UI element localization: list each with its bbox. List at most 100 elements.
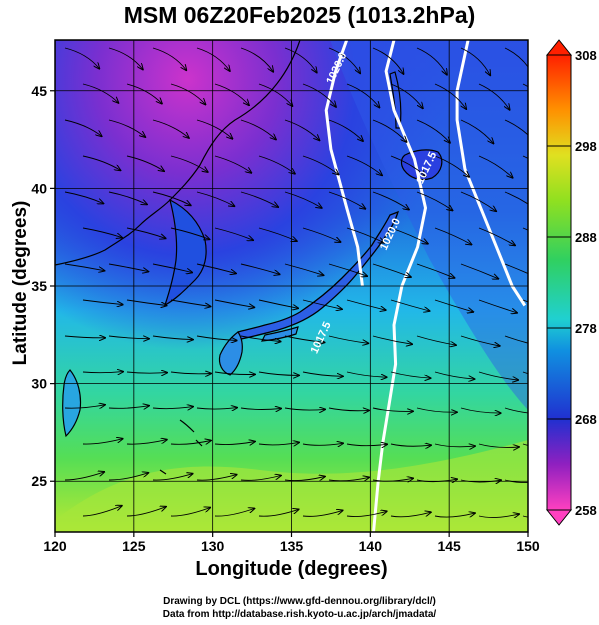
x-tick-label: 125: [122, 538, 146, 554]
wind-streamline: [522, 299, 528, 303]
y-tick-label: 40: [31, 180, 47, 196]
wind-streamline: [82, 155, 120, 170]
wind-streamline: [108, 473, 148, 481]
wind-streamline: [82, 299, 123, 305]
wind-streamline: [434, 299, 473, 312]
wind-streamline: [416, 191, 453, 210]
wind-streamline: [328, 191, 365, 209]
colorbar-bar: [546, 54, 572, 511]
wind-streamline: [522, 371, 528, 375]
colorbar-max-triangle: [545, 39, 573, 56]
wind-streamline: [522, 227, 528, 231]
x-tick-label: 140: [359, 538, 383, 554]
wind-streamline: [196, 475, 237, 481]
x-tick-label: 135: [280, 538, 304, 554]
wind-streamline: [240, 191, 278, 207]
wind-streamline: [284, 477, 325, 482]
isobar-contour-0: [324, 40, 364, 287]
wind-streamline: [504, 335, 528, 344]
colorbar-tick-label: 298: [575, 139, 597, 154]
wind-streamline: [214, 372, 255, 375]
wind-streamline: [504, 479, 528, 483]
wind-streamline: [434, 513, 475, 518]
wind-streamline: [214, 155, 251, 173]
wind-streamline: [504, 407, 528, 414]
wind-streamline: [126, 155, 164, 171]
wind-streamline: [390, 512, 431, 518]
y-axis: 25 30 35 40 45: [31, 83, 55, 489]
wind-streamline: [82, 83, 118, 103]
credit-drawing: Drawing by DCL (https://www.gfd-dennou.o…: [163, 596, 436, 607]
wind-streamline: [258, 227, 297, 241]
wind-streamline: [152, 119, 189, 138]
wind-streamline: [108, 191, 147, 204]
wind-streamline: [240, 408, 281, 409]
wind-streamline: [302, 510, 343, 517]
wind-streamline: [170, 372, 211, 374]
wind-streamline: [170, 83, 205, 104]
wind-streamline: [372, 119, 407, 142]
asia-continent-coast: [55, 40, 301, 266]
wind-streamline: [416, 263, 455, 278]
colorbar-min-triangle: [545, 509, 573, 526]
wind-streamline: [126, 83, 162, 104]
credits: Drawing by DCL (https://www.gfd-dennou.o…: [0, 595, 599, 621]
wind-streamline: [372, 407, 413, 411]
wind-streamline: [390, 299, 430, 311]
y-axis-label: Latitude (degrees): [10, 200, 31, 366]
wind-streamline: [152, 191, 191, 205]
wind-streamline: [416, 119, 450, 143]
wind-streamline: [416, 335, 456, 345]
wind-streamline: [82, 439, 123, 445]
wind-streamline: [478, 83, 510, 110]
wind-streamline: [126, 440, 167, 445]
wind-streamline: [460, 191, 496, 211]
wind-streamline: [258, 509, 299, 517]
wind-streamline: [170, 441, 211, 445]
wind-streamline: [346, 227, 384, 243]
wind-streamline: [152, 474, 193, 481]
y-tick-label: 25: [31, 473, 47, 489]
wind-streamline: [258, 442, 299, 445]
x-tick-label: 130: [201, 538, 225, 554]
x-tick-label: 145: [437, 538, 461, 554]
wind-streamline: [346, 299, 386, 310]
wind-streamline: [170, 155, 208, 172]
wind-streamline: [346, 444, 387, 446]
wind-streamline: [328, 335, 368, 343]
wind-streamline: [478, 443, 519, 447]
wind-streamline: [302, 371, 343, 376]
wind-streamline: [152, 263, 192, 273]
wind-streamline: [64, 336, 105, 338]
wind-streamline: [346, 371, 387, 377]
wind-streamline: [108, 406, 149, 409]
wind-streamline: [284, 408, 325, 410]
wind-streamline: [434, 227, 471, 245]
wind-streamline: [126, 227, 166, 238]
wind-streamline: [522, 155, 528, 159]
wind-streamline: [196, 47, 230, 71]
wind-streamline: [126, 372, 167, 373]
wind-streamline: [460, 335, 500, 346]
wind-streamline: [478, 299, 517, 313]
x-tick-label: 120: [43, 538, 67, 554]
x-tick-label: 150: [516, 538, 540, 554]
y-tick-label: 30: [31, 376, 47, 392]
wind-streamline: [170, 227, 209, 239]
colorbar-tick-label: 268: [575, 412, 597, 427]
wind-streamline: [460, 263, 498, 279]
wind-streamline: [478, 514, 519, 517]
wind-streamline: [390, 444, 431, 446]
wind-streamline: [214, 227, 253, 240]
colorbar-tick-label: 278: [575, 321, 597, 336]
colorbar-tick-label: 308: [575, 48, 597, 63]
y-tick-label: 45: [31, 83, 47, 99]
wind-streamline: [196, 191, 234, 206]
wind-streamline: [196, 335, 237, 341]
wind-streamline: [284, 119, 319, 140]
wind-streamline: [416, 47, 447, 75]
wind-streamline: [82, 227, 122, 238]
wind-streamline: [328, 263, 367, 276]
wind-streamline: [82, 506, 122, 517]
wind-streamline: [170, 508, 210, 517]
